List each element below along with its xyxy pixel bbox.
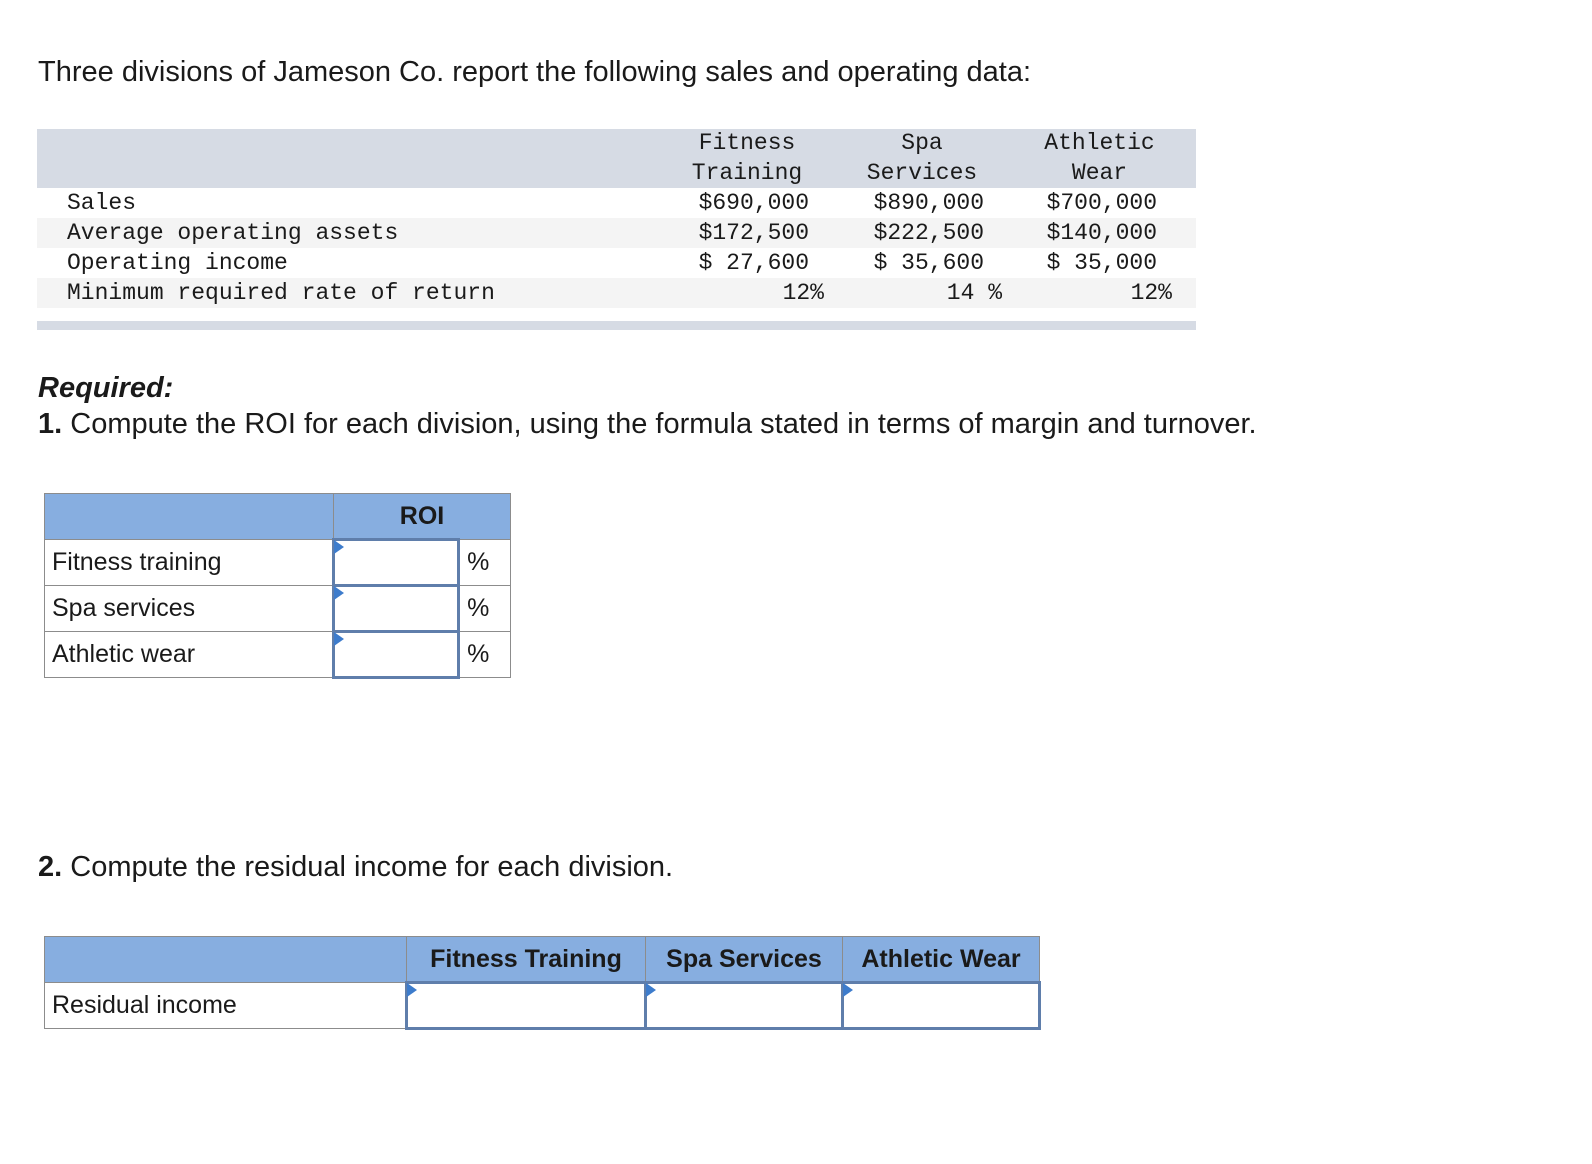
- row-operating-income: Operating income $ 27,600 $ 35,600 $ 35,…: [37, 248, 1196, 278]
- cell-flag-icon: [646, 983, 656, 997]
- ri-spa-input[interactable]: [647, 984, 841, 1027]
- ri-header-fitness: Fitness Training: [406, 936, 646, 983]
- cell-value: 12%: [782, 280, 824, 306]
- header-spa-services: Spa Services: [866, 130, 978, 186]
- cell-value: $700,000: [1046, 190, 1157, 216]
- ri-header-spa: Spa Services: [645, 936, 843, 983]
- cell-value: $890,000: [873, 190, 984, 216]
- roi-spa-input[interactable]: [335, 587, 458, 630]
- roi-row-athletic: Athletic wear %: [44, 630, 511, 679]
- header-athletic-wear: Athletic Wear: [1044, 130, 1155, 186]
- row-label: Average operating assets: [67, 220, 399, 246]
- cell-value: $690,000: [698, 190, 809, 216]
- roi-athletic-input[interactable]: [335, 633, 458, 676]
- roi-header: ROI: [333, 493, 511, 540]
- cell-flag-icon: [334, 586, 344, 600]
- cell-flag-icon: [334, 540, 344, 554]
- ri-spa-cell: [644, 981, 844, 1030]
- ri-blank-header: [44, 936, 407, 983]
- cell-value: $222,500: [873, 220, 984, 246]
- question-1-number: 1.: [38, 408, 63, 440]
- percent-unit: %: [458, 539, 511, 586]
- cell-value: $ 35,600: [873, 250, 984, 276]
- ri-row-label: Residual income: [44, 982, 407, 1029]
- ri-athletic-input[interactable]: [844, 984, 1038, 1027]
- ri-athletic-cell: [841, 981, 1041, 1030]
- roi-fitness-input[interactable]: [335, 541, 458, 584]
- cell-value: 12%: [1130, 280, 1172, 306]
- ri-fitness-input[interactable]: [408, 984, 644, 1027]
- roi-row-spa: Spa services %: [44, 584, 511, 633]
- row-label: Minimum required rate of return: [67, 280, 495, 306]
- header-fitness-training: Fitness Training: [691, 130, 803, 186]
- roi-fitness-cell: [331, 538, 461, 587]
- roi-athletic-cell: [331, 630, 461, 679]
- question-2-number: 2.: [38, 851, 63, 883]
- percent-unit: %: [458, 631, 511, 678]
- intro-text: Three divisions of Jameson Co. report th…: [38, 56, 1032, 88]
- row-sales: Sales $690,000 $890,000 $700,000: [37, 188, 1196, 218]
- question-1-text: Compute the ROI for each division, using…: [62, 408, 1257, 440]
- cell-value: $172,500: [698, 220, 809, 246]
- cell-value: 14 %: [946, 280, 1002, 306]
- roi-blank-header: [44, 493, 334, 540]
- division-data-table: Fitness Training Spa Services Athletic W…: [37, 129, 1196, 330]
- row-average-operating-assets: Average operating assets $172,500 $222,5…: [37, 218, 1196, 248]
- roi-row-label: Athletic wear: [44, 631, 334, 678]
- cell-flag-icon: [334, 632, 344, 646]
- row-minimum-required-rate: Minimum required rate of return 12% 14 %…: [37, 278, 1196, 308]
- cell-value: $140,000: [1046, 220, 1157, 246]
- roi-answer-table: ROI Fitness training % Spa services % At…: [44, 493, 511, 679]
- row-label: Operating income: [67, 250, 288, 276]
- cell-value: $ 27,600: [698, 250, 809, 276]
- percent-unit: %: [458, 585, 511, 632]
- question-2-text: Compute the residual income for each div…: [62, 851, 674, 883]
- roi-row-fitness: Fitness training %: [44, 538, 511, 587]
- cell-flag-icon: [407, 983, 417, 997]
- roi-row-label: Fitness training: [44, 539, 334, 586]
- ri-row: Residual income: [44, 981, 1041, 1030]
- question-2: 2. Compute the residual income for each …: [38, 851, 673, 884]
- ri-fitness-cell: [405, 981, 647, 1030]
- required-heading: Required:: [38, 372, 174, 404]
- roi-spa-cell: [331, 584, 461, 633]
- data-table-footer: [37, 321, 1196, 330]
- question-1: 1. Compute the ROI for each division, us…: [38, 408, 1257, 441]
- ri-header-athletic: Athletic Wear: [842, 936, 1040, 983]
- roi-row-label: Spa services: [44, 585, 334, 632]
- cell-flag-icon: [843, 983, 853, 997]
- data-table-header: Fitness Training Spa Services Athletic W…: [37, 129, 1196, 188]
- cell-value: $ 35,000: [1046, 250, 1157, 276]
- row-label: Sales: [67, 190, 137, 216]
- residual-income-answer-table: Fitness Training Spa Services Athletic W…: [44, 936, 1041, 1030]
